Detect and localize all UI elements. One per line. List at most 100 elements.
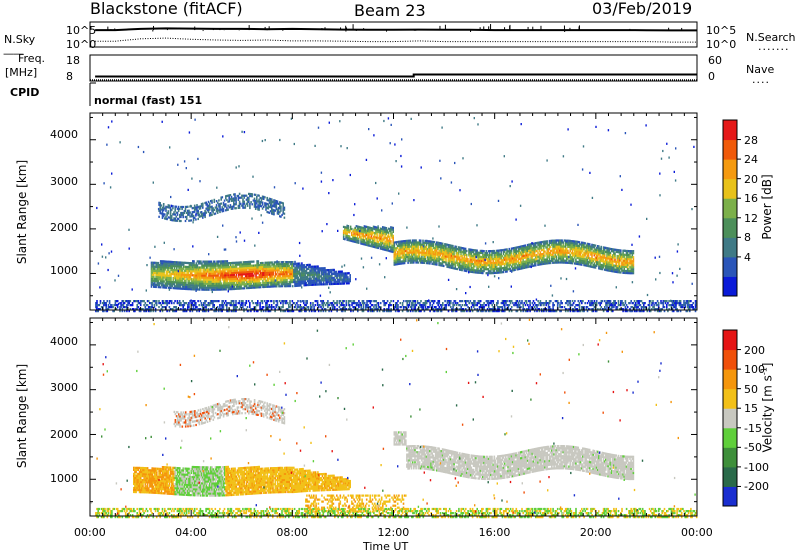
data-cell bbox=[547, 250, 550, 253]
data-cell bbox=[478, 269, 481, 272]
data-cell bbox=[246, 287, 248, 290]
data-cell bbox=[487, 272, 490, 275]
data-cell bbox=[362, 243, 365, 246]
data-cell bbox=[181, 205, 183, 209]
data-cell bbox=[196, 268, 199, 271]
data-cell bbox=[448, 258, 451, 261]
data-cell bbox=[554, 253, 556, 256]
data-cell bbox=[392, 244, 394, 247]
data-cell bbox=[396, 244, 399, 248]
data-cell bbox=[180, 219, 182, 223]
data-cell bbox=[499, 249, 501, 252]
data-cell bbox=[153, 269, 155, 272]
data-cell bbox=[224, 270, 226, 273]
data-cell bbox=[310, 277, 312, 280]
data-cell bbox=[238, 283, 240, 286]
data-cell bbox=[308, 273, 310, 277]
data-cell bbox=[162, 264, 164, 267]
data-cell bbox=[241, 275, 243, 278]
data-cell bbox=[514, 250, 516, 253]
data-cell bbox=[355, 241, 358, 244]
data-cell bbox=[497, 253, 499, 256]
data-cell bbox=[226, 276, 229, 279]
data-cell bbox=[407, 243, 409, 246]
data-cell bbox=[452, 259, 454, 262]
data-cell bbox=[268, 197, 271, 200]
data-cell bbox=[256, 286, 258, 289]
data-cell bbox=[186, 261, 188, 265]
data-cell bbox=[286, 275, 288, 278]
data-cell bbox=[513, 251, 515, 254]
data-cell bbox=[282, 265, 285, 268]
data-cell bbox=[192, 216, 195, 220]
data-cell bbox=[250, 284, 253, 287]
data-cell bbox=[360, 242, 362, 245]
data-cell bbox=[285, 273, 287, 276]
data-cell bbox=[213, 284, 216, 287]
data-cell bbox=[207, 260, 209, 263]
data-cell bbox=[325, 269, 327, 272]
data-cell bbox=[387, 235, 390, 238]
data-cell bbox=[516, 266, 519, 269]
data-cell bbox=[202, 204, 204, 207]
data-cell bbox=[157, 286, 160, 289]
data-cell bbox=[266, 281, 269, 284]
data-cell bbox=[219, 210, 221, 214]
data-cell bbox=[289, 269, 292, 272]
data-cell bbox=[388, 237, 391, 241]
data-cell bbox=[434, 259, 437, 262]
data-cell bbox=[425, 254, 428, 257]
data-cell bbox=[438, 263, 440, 267]
data-cell bbox=[384, 246, 386, 249]
data-cell bbox=[428, 240, 430, 243]
data-cell bbox=[470, 256, 473, 259]
velocity-colorbar-tick-label: 50 bbox=[744, 382, 758, 396]
data-cell bbox=[229, 204, 232, 207]
data-cell bbox=[402, 262, 405, 265]
data-cell bbox=[483, 266, 485, 269]
data-cell bbox=[491, 268, 493, 271]
data-cell bbox=[257, 262, 260, 265]
data-cell bbox=[523, 254, 525, 257]
data-cell bbox=[368, 240, 370, 243]
power-cells bbox=[95, 117, 698, 313]
data-cell bbox=[361, 232, 363, 235]
data-cell bbox=[229, 280, 232, 283]
data-cell bbox=[437, 251, 439, 254]
data-cell bbox=[193, 216, 196, 219]
data-cell bbox=[360, 238, 362, 241]
data-cell bbox=[372, 237, 375, 240]
data-cell bbox=[609, 253, 612, 256]
data-cell bbox=[310, 267, 312, 270]
data-cell bbox=[239, 263, 241, 266]
data-cell bbox=[235, 279, 238, 282]
data-cell bbox=[441, 256, 444, 259]
data-cell bbox=[369, 232, 371, 235]
data-cell bbox=[169, 282, 171, 285]
data-cell bbox=[429, 252, 431, 255]
data-cell bbox=[405, 253, 407, 257]
data-cell bbox=[620, 271, 622, 274]
data-cell bbox=[198, 280, 201, 283]
data-cell bbox=[234, 277, 237, 280]
data-cell bbox=[170, 278, 172, 282]
data-cell bbox=[545, 262, 547, 265]
data-cell bbox=[238, 261, 240, 264]
data-cell bbox=[182, 263, 185, 266]
data-cell bbox=[223, 199, 226, 202]
data-cell bbox=[233, 287, 235, 291]
data-cell bbox=[371, 237, 374, 240]
data-cell bbox=[228, 276, 231, 279]
data-cell bbox=[240, 277, 242, 280]
data-cell bbox=[422, 239, 424, 242]
data-cell bbox=[204, 211, 206, 215]
data-cell bbox=[242, 261, 245, 264]
data-cell bbox=[349, 278, 351, 281]
data-cell bbox=[541, 240, 544, 244]
data-cell bbox=[379, 233, 382, 236]
data-cell bbox=[252, 266, 255, 269]
data-cell bbox=[324, 267, 326, 270]
data-cell bbox=[170, 266, 172, 269]
data-cell bbox=[154, 283, 156, 286]
data-cell bbox=[522, 247, 524, 250]
